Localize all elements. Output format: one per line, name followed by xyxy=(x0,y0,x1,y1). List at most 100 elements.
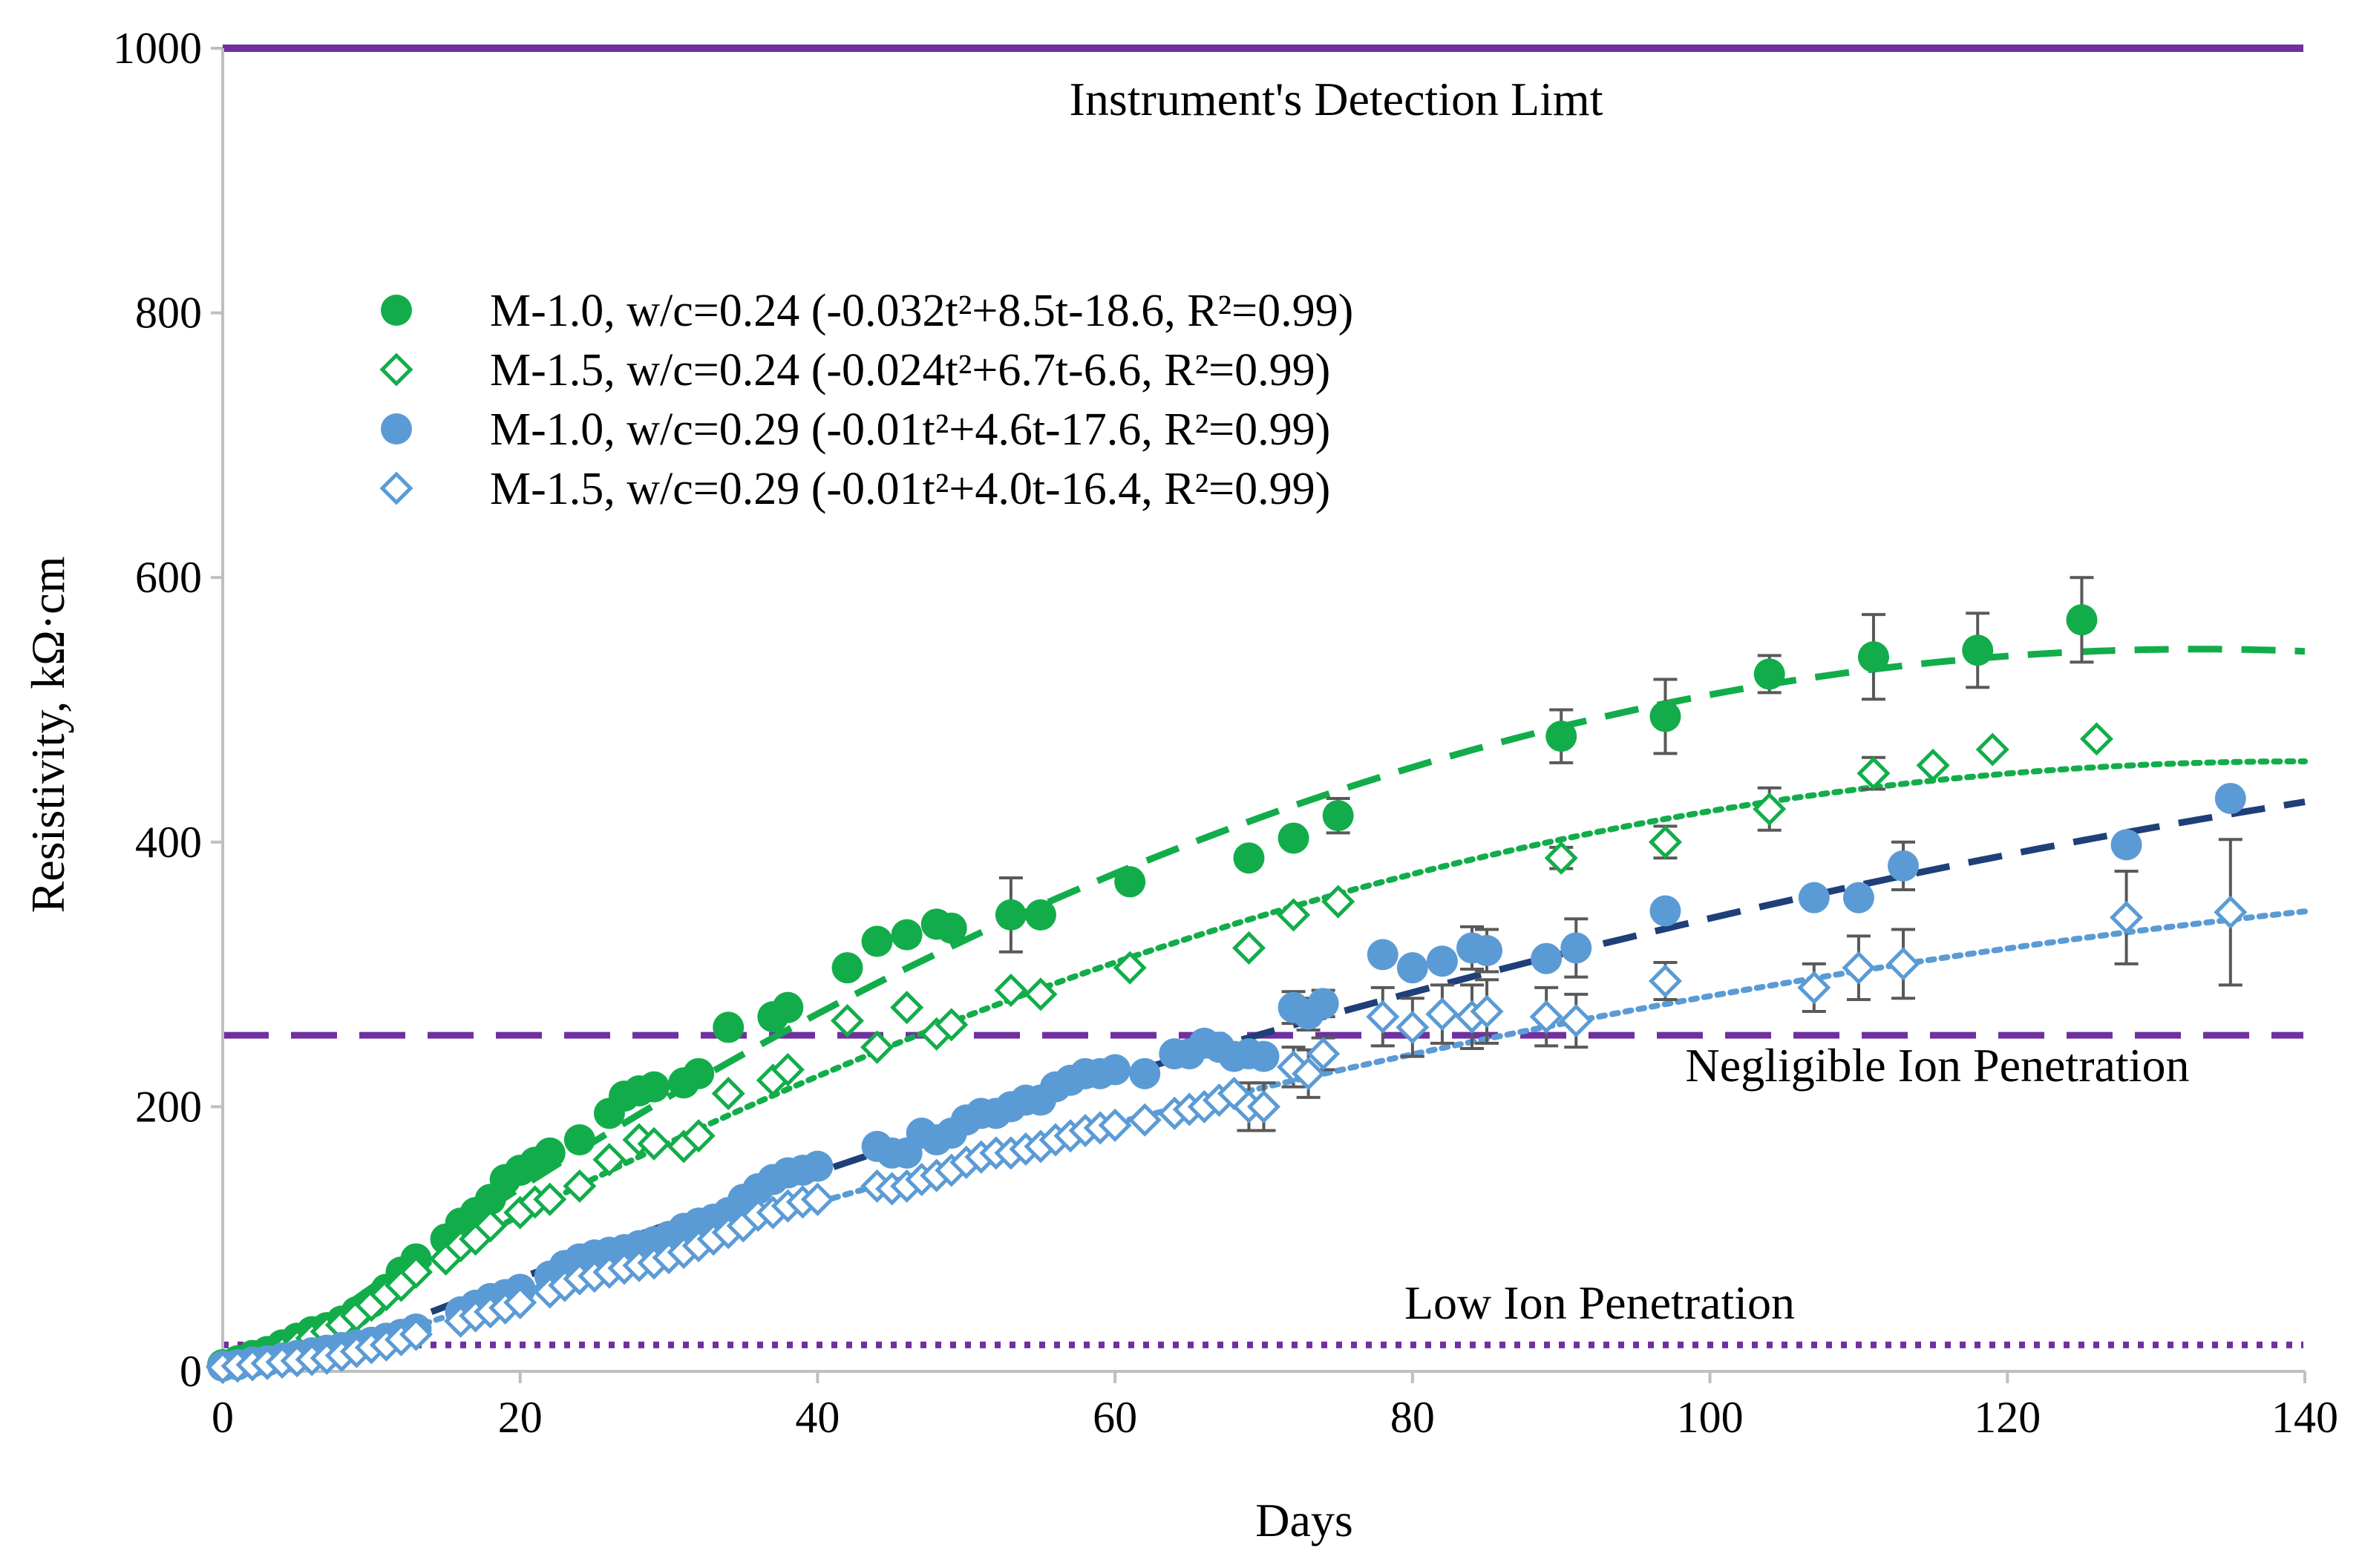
legend: M-1.0, w/c=0.24 (-0.032t²+8.5t-18.6, R²=… xyxy=(379,286,1353,514)
data-point-series-4 xyxy=(1842,951,1876,985)
y-tick-label: 600 xyxy=(135,553,202,602)
data-point-series-1 xyxy=(713,1011,745,1043)
data-point-series-3 xyxy=(1649,895,1681,927)
data-point-series-4 xyxy=(1246,1089,1281,1123)
data-point-series-2 xyxy=(771,1052,805,1087)
data-point-series-3 xyxy=(1531,942,1563,974)
data-point-series-1 xyxy=(534,1137,566,1169)
data-point-series-1 xyxy=(1545,721,1577,752)
data-point-series-3 xyxy=(1426,945,1458,977)
data-point-series-1 xyxy=(861,925,893,957)
data-point-series-2 xyxy=(1544,841,1578,875)
data-point-series-1 xyxy=(995,899,1027,931)
data-point-series-1 xyxy=(1322,800,1354,832)
data-point-series-4 xyxy=(1306,1037,1341,1071)
data-point-series-3 xyxy=(1396,952,1428,984)
data-point-series-4 xyxy=(1529,1000,1563,1034)
y-axis-title: Resistivity, kΩ·cm xyxy=(22,557,74,913)
data-point-series-2 xyxy=(890,991,924,1025)
data-points xyxy=(206,604,2248,1385)
data-point-series-1 xyxy=(1962,634,1994,666)
x-tick-label: 100 xyxy=(1677,1393,1744,1442)
data-point-series-4 xyxy=(1797,971,1831,1005)
y-tick-label: 400 xyxy=(135,818,202,867)
data-point-series-2 xyxy=(1753,792,1787,826)
legend-label-series-4: M-1.5, w/c=0.29 (-0.01t²+4.0t-16.4, R²=0… xyxy=(490,464,1330,514)
data-point-series-4 xyxy=(2110,900,2144,934)
data-point-series-2 xyxy=(711,1077,745,1111)
data-point-series-3 xyxy=(1888,850,1920,882)
data-point-series-4 xyxy=(1396,1010,1430,1044)
legend-marker-series-3 xyxy=(381,413,412,445)
data-point-series-1 xyxy=(831,952,863,984)
data-point-series-2 xyxy=(533,1182,567,1216)
data-point-series-1 xyxy=(1753,658,1785,690)
data-point-series-1 xyxy=(1857,641,1889,673)
data-point-series-1 xyxy=(1649,701,1681,732)
data-point-series-4 xyxy=(1559,1003,1593,1038)
data-point-series-2 xyxy=(860,1030,894,1064)
data-point-series-2 xyxy=(1321,885,1355,919)
data-point-series-1 xyxy=(891,919,923,951)
data-point-series-3 xyxy=(1129,1057,1161,1089)
data-point-series-4 xyxy=(1425,997,1459,1031)
data-point-series-1 xyxy=(772,991,804,1023)
data-point-series-2 xyxy=(1916,748,1950,782)
x-axis-title: Days xyxy=(1255,1494,1353,1546)
data-point-series-2 xyxy=(1231,931,1266,965)
data-point-series-1 xyxy=(1114,866,1146,898)
x-tick-label: 140 xyxy=(2271,1393,2338,1442)
data-point-series-2 xyxy=(830,1003,865,1038)
x-tick-label: 20 xyxy=(498,1393,543,1442)
trendline-series-3 xyxy=(281,798,2306,1374)
data-point-series-4 xyxy=(2214,895,2248,929)
detection-limit-label: Instrument's Detection Limt xyxy=(1070,73,1603,125)
tick-labels: 0 200 400 600 800 1000 0 20 40 60 80 100 120 140 xyxy=(113,24,2338,1442)
data-point-series-2 xyxy=(1648,825,1682,859)
data-point-series-3 xyxy=(2214,782,2246,814)
data-point-series-2 xyxy=(399,1255,433,1289)
y-tick-label: 800 xyxy=(135,289,202,338)
data-point-series-2 xyxy=(681,1119,716,1153)
data-point-series-2 xyxy=(474,1209,508,1243)
legend-label-series-2: M-1.5, w/c=0.24 (-0.024t²+6.7t-6.6, R²=0… xyxy=(490,345,1330,396)
data-point-series-4 xyxy=(1366,1000,1400,1034)
data-point-series-2 xyxy=(592,1143,627,1177)
data-point-series-2 xyxy=(935,1008,969,1042)
data-point-series-1 xyxy=(638,1071,670,1103)
data-point-series-2 xyxy=(1113,951,1147,985)
data-point-series-2 xyxy=(1856,756,1891,790)
legend-marker-series-2 xyxy=(379,352,413,387)
data-point-series-1 xyxy=(563,1123,595,1155)
data-point-series-4 xyxy=(1098,1108,1132,1142)
y-tick-label: 200 xyxy=(135,1082,202,1131)
x-tick-label: 40 xyxy=(795,1393,840,1442)
y-tick-label: 0 xyxy=(180,1347,202,1396)
data-point-series-2 xyxy=(2079,722,2114,756)
data-point-series-3 xyxy=(1560,932,1592,964)
data-point-series-1 xyxy=(1024,899,1056,931)
data-point-series-4 xyxy=(1128,1103,1162,1137)
data-point-series-3 xyxy=(1798,882,1830,913)
data-point-series-3 xyxy=(1471,935,1503,967)
data-point-series-2 xyxy=(563,1169,597,1203)
negligible-penetration-label: Negligible Ion Penetration xyxy=(1686,1039,2190,1092)
data-point-series-3 xyxy=(2110,829,2142,861)
data-point-series-1 xyxy=(1277,822,1309,854)
data-point-series-4 xyxy=(1470,994,1504,1029)
data-point-series-4 xyxy=(1886,947,1920,981)
y-tick-label: 1000 xyxy=(113,24,202,73)
x-tick-label: 120 xyxy=(1974,1393,2041,1442)
data-point-series-3 xyxy=(1099,1054,1131,1086)
low-penetration-label: Low Ion Penetration xyxy=(1404,1276,1795,1329)
legend-marker-series-4 xyxy=(379,471,413,505)
data-point-series-2 xyxy=(994,973,1028,1008)
data-point-series-1 xyxy=(2066,604,2098,636)
data-point-series-1 xyxy=(935,912,967,944)
data-point-series-2 xyxy=(1975,732,2009,767)
x-tick-label: 0 xyxy=(212,1393,234,1442)
data-point-series-3 xyxy=(1307,988,1339,1020)
data-point-series-4 xyxy=(399,1317,433,1351)
data-point-series-3 xyxy=(1367,939,1398,971)
